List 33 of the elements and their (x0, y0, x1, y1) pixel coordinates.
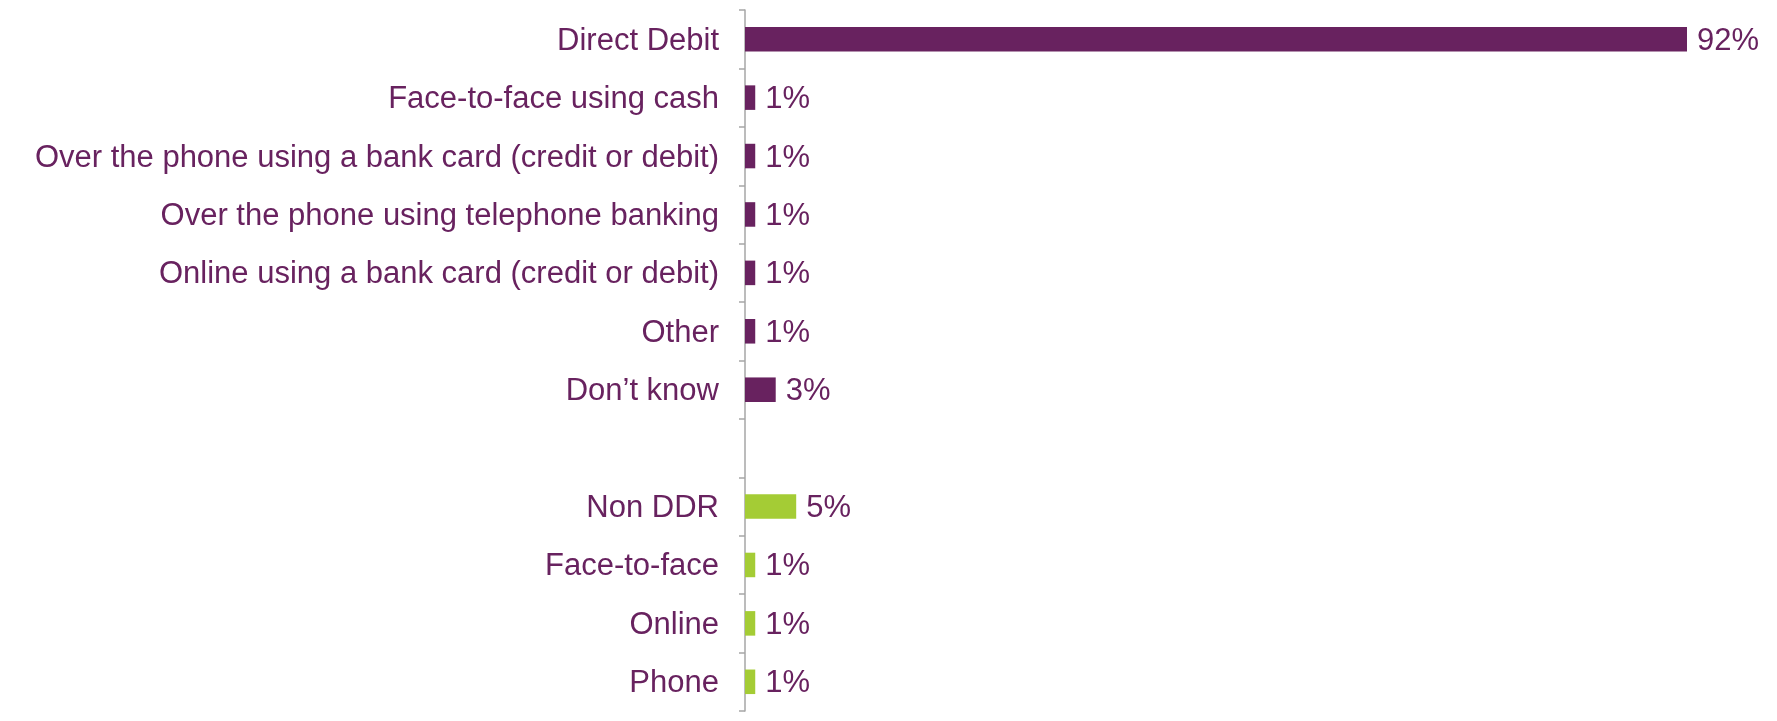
bar (745, 260, 756, 286)
bar (745, 611, 756, 636)
bar (745, 494, 797, 519)
data-label: 5% (806, 489, 852, 525)
y-tick-label: Over the phone using telephone banking (160, 196, 719, 232)
data-label: 92% (1697, 21, 1760, 57)
data-label: 1% (765, 313, 811, 349)
data-label: 1% (765, 80, 811, 116)
data-label: 1% (765, 547, 811, 583)
y-tick-label: Online (629, 605, 719, 641)
data-label: 1% (765, 255, 811, 291)
bar (745, 85, 756, 110)
bar (745, 319, 756, 344)
bar (745, 202, 756, 227)
bar (745, 143, 756, 169)
y-tick-label: Over the phone using a bank card (credit or debit) (34, 138, 719, 174)
y-tick-label: Online using a bank card (credit or debit) (158, 255, 719, 291)
y-tick-label: Face-to-face using cash (388, 80, 719, 116)
y-tick-label: Don’t know (565, 372, 720, 408)
y-tick-label: Phone (629, 664, 719, 700)
y-tick-label: Direct Debit (557, 21, 720, 57)
bar (745, 669, 756, 695)
y-tick-label: Non DDR (586, 489, 719, 525)
data-label: 3% (785, 372, 831, 408)
y-tick-label: Other (641, 313, 719, 349)
data-label: 1% (765, 138, 811, 174)
data-label: 1% (765, 605, 811, 641)
bar (745, 26, 1687, 52)
data-label: 1% (765, 196, 811, 232)
y-tick-label: Face-to-face (544, 547, 719, 583)
bar (745, 377, 776, 402)
bar (745, 552, 756, 578)
data-label: 1% (765, 664, 811, 700)
